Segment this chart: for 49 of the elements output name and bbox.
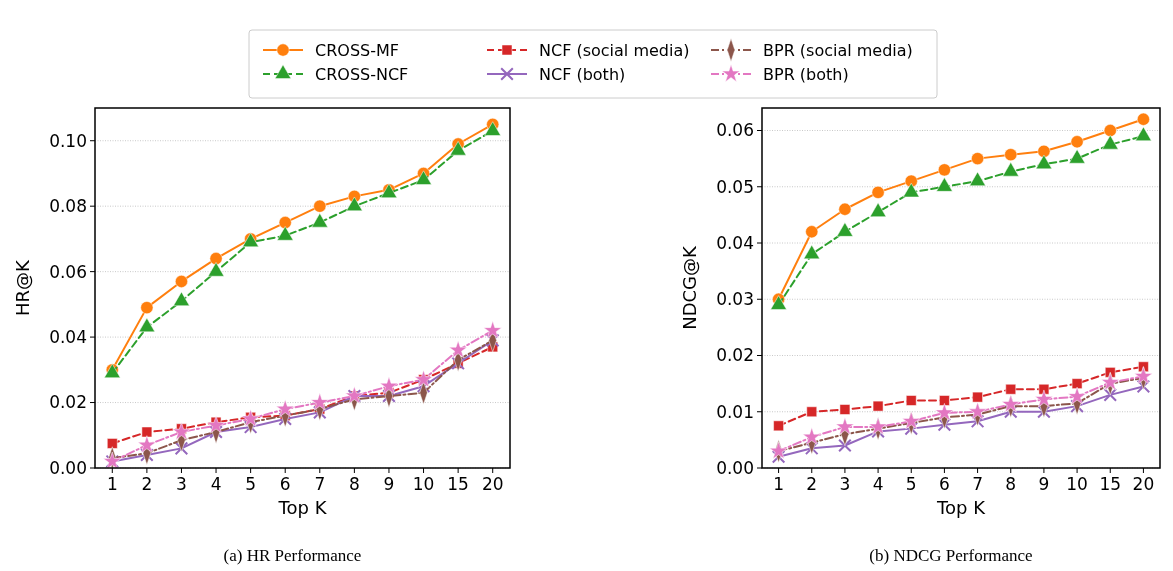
y-tick-label: 0.00 — [716, 457, 754, 478]
text: (b) NDCG Performance — [869, 546, 1033, 565]
y-tick-label: 0.03 — [716, 289, 754, 310]
y-tick-label: 0.04 — [716, 232, 754, 253]
x-tick-label: 9 — [1038, 474, 1050, 494]
y-tick-label: 0.00 — [49, 457, 87, 478]
x-tick-label: 15 — [447, 474, 469, 494]
legend-label: BPR (social media) — [763, 40, 913, 60]
y-tick-label: 0.06 — [716, 120, 754, 141]
legend-label: BPR (both) — [763, 64, 849, 84]
y-tick-label: 0.02 — [49, 392, 87, 413]
x-tick-label: 8 — [348, 474, 360, 494]
x-tick-label: 5 — [245, 474, 257, 494]
x-tick-label: 3 — [839, 474, 851, 494]
x-tick-label: 2 — [806, 474, 818, 494]
x-tick-label: 2 — [141, 474, 153, 494]
x-tick-label: 3 — [176, 474, 187, 494]
x-tick-label: 7 — [314, 474, 326, 494]
x-tick-label: 1 — [106, 474, 118, 494]
x-tick-label: 7 — [972, 474, 983, 494]
x-tick-label: 20 — [481, 474, 504, 494]
x-tick-label: 10 — [412, 474, 435, 494]
x-tick-label: 1 — [773, 474, 784, 494]
x-tick-label: 4 — [872, 474, 884, 494]
y-tick-label: 0.05 — [716, 176, 754, 197]
x-tick-label: 6 — [279, 474, 291, 494]
x-tick-label: 5 — [905, 474, 917, 494]
y-axis-title: NDCG@K — [679, 244, 700, 330]
legend-label: NCF (social media) — [539, 40, 690, 60]
legend-label: CROSS-NCF — [315, 64, 409, 84]
text: (a) HR Performance — [223, 546, 362, 565]
x-axis-title: Top K — [277, 497, 328, 518]
y-axis-title: HR@K — [12, 258, 33, 316]
x-axis-title: Top K — [936, 497, 987, 518]
y-tick-label: 0.01 — [716, 401, 754, 422]
x-tick-label: 10 — [1066, 474, 1088, 494]
x-tick-label: 6 — [939, 474, 950, 494]
y-tick-label: 0.08 — [49, 196, 87, 217]
x-tick-label: 15 — [1099, 474, 1122, 494]
legend-label: CROSS-MF — [315, 40, 399, 60]
y-tick-label: 0.04 — [49, 327, 87, 348]
x-tick-label: 4 — [210, 474, 222, 494]
x-tick-label: 8 — [1005, 474, 1017, 494]
x-tick-label: 20 — [1132, 474, 1155, 494]
x-tick-label: 9 — [383, 474, 395, 494]
legend-label: NCF (both) — [539, 64, 626, 84]
y-tick-label: 0.10 — [49, 130, 87, 151]
y-tick-label: 0.02 — [716, 345, 754, 366]
y-tick-label: 0.06 — [49, 261, 87, 282]
